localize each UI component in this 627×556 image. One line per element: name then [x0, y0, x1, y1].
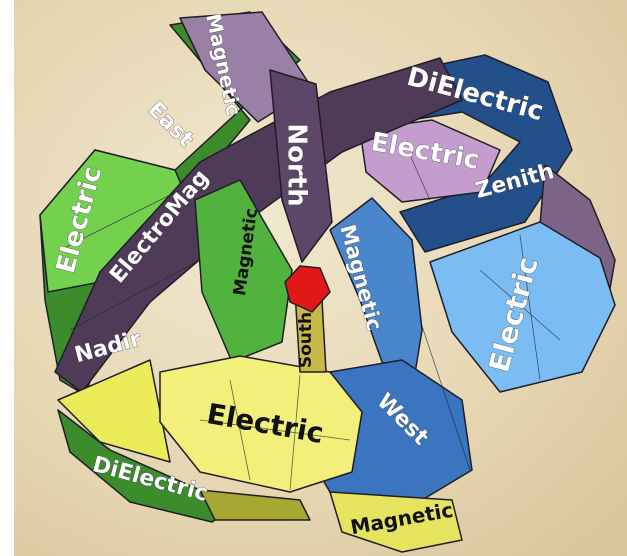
diagram: Magnetic East DiElectric Electric North …: [0, 0, 627, 556]
page: Magnetic East DiElectric Electric North …: [0, 0, 627, 556]
left-margin: [0, 0, 14, 556]
label: South: [296, 312, 316, 368]
label: North: [282, 123, 312, 206]
